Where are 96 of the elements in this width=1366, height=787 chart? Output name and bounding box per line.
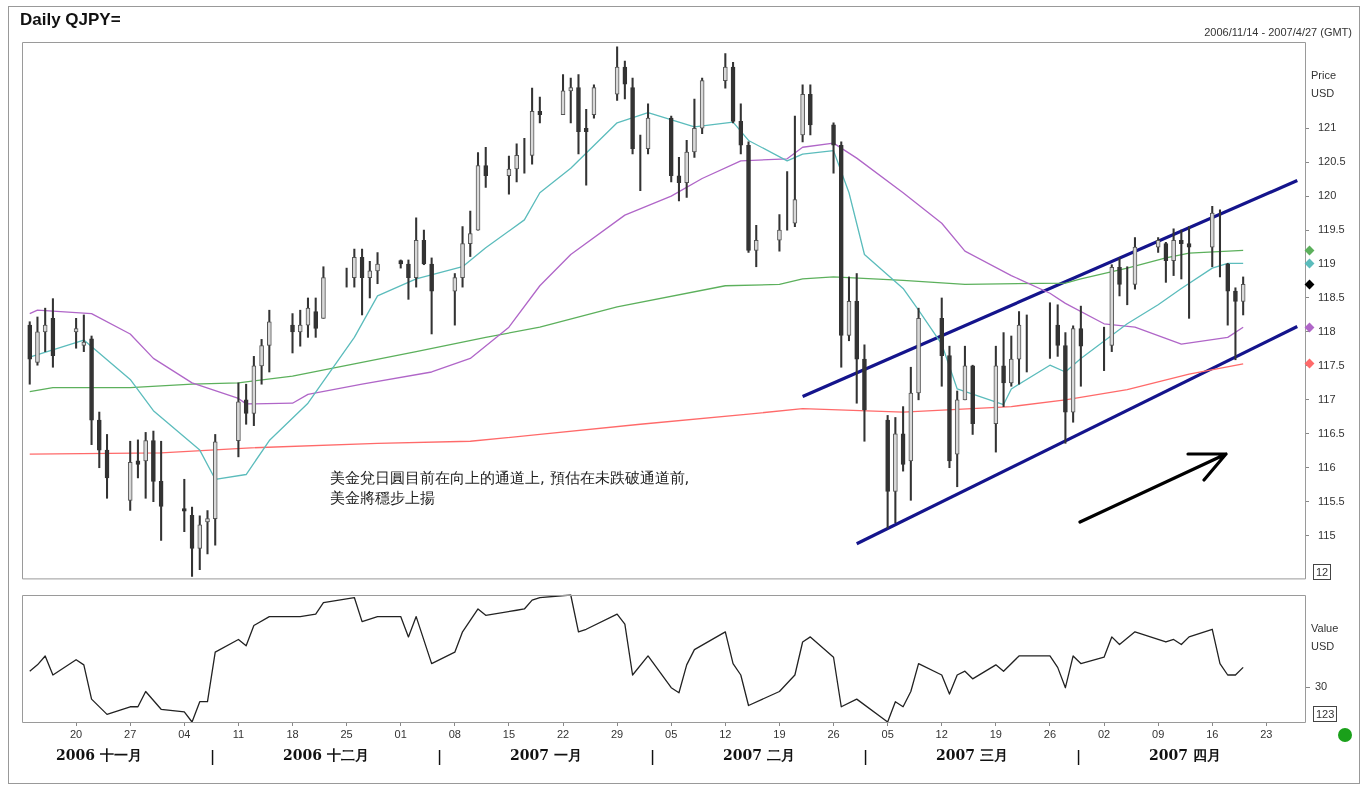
text: 2007 二月: [723, 747, 795, 765]
candlestick: [893, 417, 898, 524]
y-tick-label: 120.5: [1318, 155, 1346, 168]
y-tick-label: 115: [1318, 528, 1336, 541]
candlestick: [684, 140, 690, 198]
text: 2006 十二月: [283, 747, 369, 765]
candlestick: [885, 415, 890, 529]
y-tick-label: 118: [1318, 324, 1336, 337]
number-button: 12: [1313, 564, 1332, 581]
candlestick: [947, 345, 952, 469]
candlestick: [460, 226, 465, 288]
x-tick-label: 20: [69, 727, 83, 740]
x-tick-label: 05: [665, 727, 678, 740]
x-tick-label: 29: [611, 727, 624, 740]
candlestick: [236, 382, 241, 458]
text: 2007 一月: [510, 747, 582, 765]
number-button: 123: [1313, 706, 1338, 722]
y-tick-label: 121: [1318, 121, 1337, 134]
x-tick-label: 02: [1097, 727, 1111, 740]
y-axis-title: Value USD: [1311, 621, 1340, 654]
candlestick: [1055, 304, 1061, 357]
y-tick-label: 119: [1318, 257, 1336, 270]
x-tick-label: 12: [935, 727, 948, 740]
x-tick-label: 05: [881, 727, 894, 740]
candlestick: [290, 313, 295, 354]
x-tick-label: 16: [1206, 727, 1219, 740]
candlestick: [862, 344, 867, 442]
annotation: 美金兌日圓目前在向上的通道上, 預估在未跌破通道前, 美金將穩步上揚: [330, 468, 690, 508]
y-tick-label: 119.5: [1318, 223, 1345, 236]
y-tick-label: 115.5: [1318, 494, 1345, 507]
x-tick-label: 26: [827, 727, 840, 740]
candlestick: [1218, 209, 1222, 278]
x-tick-label: 18: [286, 727, 299, 740]
candlestick: [800, 84, 805, 143]
candlestick: [1001, 332, 1006, 407]
candlestick: [352, 248, 357, 288]
text: |: [209, 748, 215, 764]
y-tick-label: 116: [1318, 460, 1336, 473]
candlestick: [35, 316, 40, 366]
candlestick: [143, 432, 148, 499]
candlestick: [746, 141, 751, 253]
x-tick-label: 25: [340, 727, 353, 740]
candlestick: [970, 364, 975, 435]
candlestick: [630, 77, 635, 155]
candlestick: [692, 98, 697, 158]
candlestick: [583, 108, 589, 186]
candlestick: [89, 335, 94, 445]
text: |: [1075, 748, 1081, 764]
y-tick-label: 120: [1318, 189, 1337, 202]
candlestick: [406, 259, 411, 300]
candlestick: [321, 266, 326, 319]
y-tick-label: 117: [1318, 392, 1336, 405]
candlestick: [429, 257, 434, 335]
text: |: [862, 748, 868, 764]
x-tick-label: 09: [1152, 727, 1165, 740]
candlestick: [205, 510, 210, 555]
candlestick: [375, 252, 380, 285]
y-tick-label: 117.5: [1318, 358, 1345, 371]
x-tick-label: 04: [178, 727, 191, 740]
candlestick: [1233, 287, 1238, 361]
x-tick-label: 11: [232, 727, 245, 740]
x-tick-label: 08: [448, 727, 461, 740]
candlestick: [1171, 228, 1176, 276]
candlestick: [1063, 332, 1068, 444]
y-tick-label: 116.5: [1318, 426, 1345, 439]
y-tick-label: 118.5: [1318, 291, 1345, 304]
x-tick-label: 26: [1043, 727, 1057, 740]
text: 2007 三月: [936, 747, 1008, 765]
candlestick: [151, 430, 156, 502]
text: |: [649, 748, 655, 764]
y-axis-title: Price USD: [1311, 68, 1338, 101]
x-tick-label: 19: [989, 727, 1002, 740]
chart-title: Daily QJPY=: [20, 10, 121, 30]
candlestick: [181, 478, 187, 532]
candlestick: [514, 143, 519, 183]
candlestick: [1179, 229, 1184, 280]
text: 2007 四月: [1149, 747, 1221, 765]
candlestick: [576, 74, 581, 155]
chart-subtitle: 2006/11/14 - 2007/4/27 (GMT): [1204, 26, 1352, 38]
candlestick: [723, 53, 728, 89]
x-tick-label: 01: [394, 727, 407, 740]
candlestick: [259, 339, 264, 385]
candlestick: [916, 307, 921, 401]
candlestick: [831, 122, 836, 174]
x-tick-label: 23: [1260, 727, 1273, 740]
x-tick-label: 12: [719, 727, 732, 740]
candlestick: [1117, 257, 1122, 297]
text: 30: [1315, 680, 1328, 693]
x-tick-label: 15: [502, 727, 516, 740]
x-tick-label: 27: [124, 727, 137, 740]
x-tick-label: 22: [556, 727, 570, 740]
text: 2006 十一月: [56, 747, 142, 765]
text: |: [436, 748, 442, 764]
candlestick: [808, 84, 813, 136]
x-tick-label: 19: [773, 727, 786, 740]
candlestick: [267, 309, 272, 373]
